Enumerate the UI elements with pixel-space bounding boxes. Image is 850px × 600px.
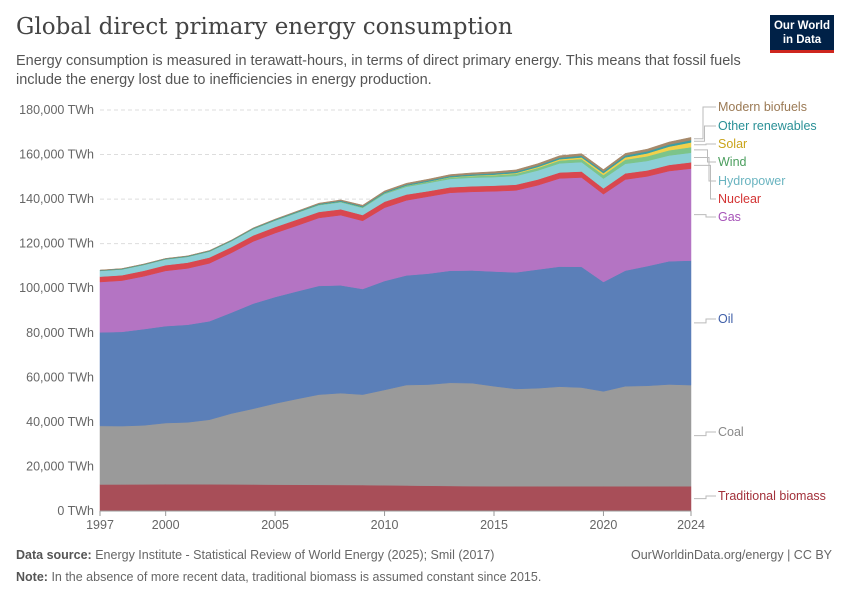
- legend-label-traditional-biomass: Traditional biomass: [718, 489, 826, 503]
- legend-label-solar: Solar: [718, 137, 747, 151]
- legend-connector: [694, 318, 716, 324]
- legend-label-gas: Gas: [718, 210, 741, 224]
- y-tick-label: 80,000 TWh: [26, 326, 94, 340]
- x-tick-label: 2015: [480, 518, 508, 532]
- y-tick-label: 160,000 TWh: [19, 148, 94, 162]
- legend-label-other-renewables: Other renewables: [718, 119, 817, 133]
- y-tick-label: 0 TWh: [57, 504, 94, 518]
- x-tick-label: 2000: [152, 518, 180, 532]
- legend-connector: [694, 143, 716, 146]
- y-tick-label: 20,000 TWh: [26, 459, 94, 473]
- source-label: Data source:: [16, 548, 92, 562]
- y-tick-label: 140,000 TWh: [19, 192, 94, 206]
- legend-connector: [694, 214, 716, 218]
- source-text: Energy Institute - Statistical Review of…: [95, 548, 495, 562]
- x-tick-label: 2024: [677, 518, 705, 532]
- legend-connector: [694, 106, 716, 140]
- y-tick-label: 180,000 TWh: [19, 103, 94, 117]
- legend-label-hydropower: Hydropower: [718, 174, 785, 188]
- x-tick-label: 2010: [371, 518, 399, 532]
- legend-connector: [694, 495, 716, 500]
- y-tick-label: 120,000 TWh: [19, 237, 94, 251]
- chart-note: Note: In the absence of more recent data…: [16, 570, 541, 584]
- note-label: Note:: [16, 570, 48, 584]
- legend-connector: [694, 125, 716, 142]
- area-traditional-biomass: [99, 484, 692, 512]
- area-modern-biofuels: [99, 137, 692, 271]
- legend-label-coal: Coal: [718, 425, 744, 439]
- legend-connector: [694, 164, 716, 200]
- y-tick-label: 60,000 TWh: [26, 370, 94, 384]
- note-text: In the absence of more recent data, trad…: [51, 570, 542, 584]
- source-link[interactable]: OurWorldinData.org/energy | CC BY: [630, 548, 832, 562]
- chart-subtitle: Energy consumption is measured in terawa…: [16, 53, 741, 88]
- chart-title: Global direct primary energy consumption: [16, 14, 513, 40]
- legend-connector: [694, 149, 716, 163]
- x-tick-label: 2020: [590, 518, 618, 532]
- owid-logo[interactable]: Our World in Data: [770, 15, 834, 53]
- legend-label-oil: Oil: [718, 312, 733, 326]
- legend-connector: [694, 431, 716, 437]
- x-tick-label: 1997: [86, 518, 114, 532]
- legend-label-nuclear: Nuclear: [718, 192, 761, 206]
- y-tick-label: 40,000 TWh: [26, 415, 94, 429]
- legend-label-wind: Wind: [718, 155, 747, 169]
- x-tick-label: 2005: [261, 518, 289, 532]
- y-tick-label: 100,000 TWh: [19, 281, 94, 295]
- legend-connector: [694, 156, 716, 182]
- data-source: Data source: Energy Institute - Statisti…: [16, 548, 494, 562]
- legend-label-modern-biofuels: Modern biofuels: [718, 100, 807, 114]
